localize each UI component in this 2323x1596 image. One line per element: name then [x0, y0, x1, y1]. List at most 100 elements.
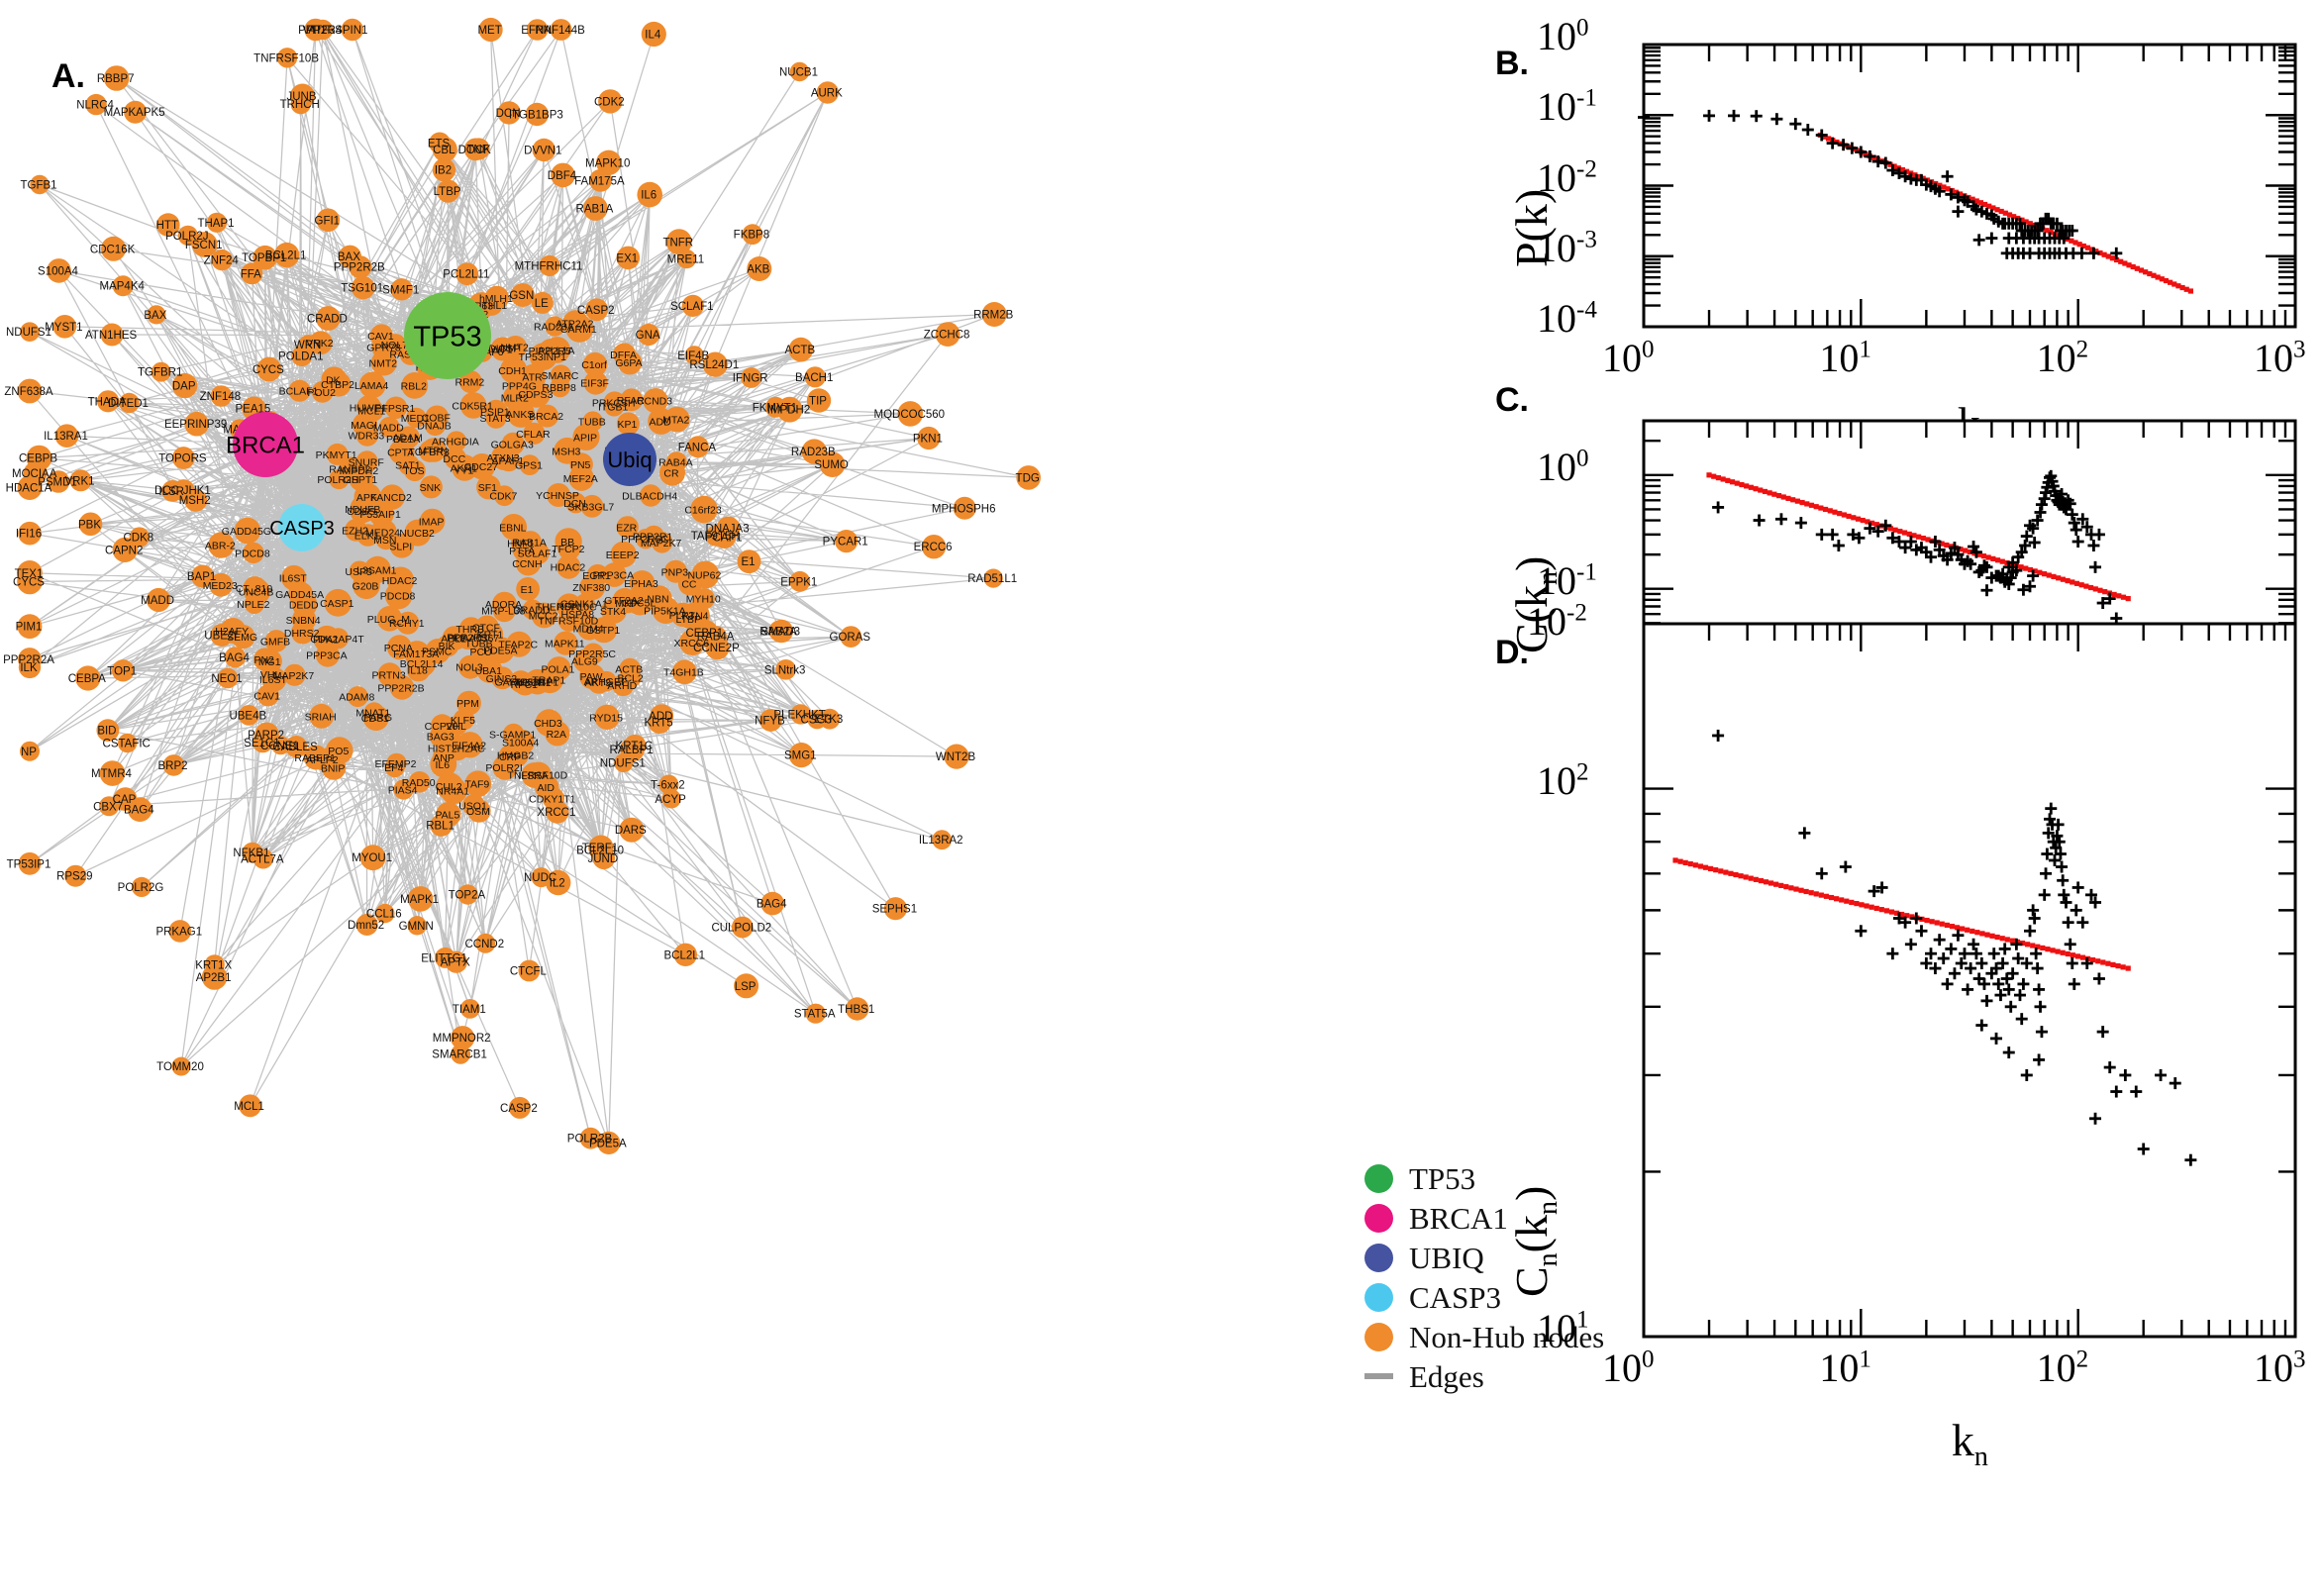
network-node[interactable]	[640, 484, 662, 507]
network-node[interactable]	[451, 1026, 475, 1050]
network-node[interactable]	[17, 560, 43, 586]
network-node[interactable]	[582, 351, 608, 377]
network-node[interactable]	[789, 570, 811, 592]
network-node[interactable]	[516, 577, 540, 601]
network-node[interactable]	[276, 48, 298, 68]
network-node[interactable]	[741, 367, 762, 388]
network-node[interactable]	[458, 654, 482, 679]
network-node[interactable]	[935, 322, 960, 347]
network-node[interactable]	[485, 407, 507, 429]
network-node[interactable]	[18, 521, 42, 546]
network-node[interactable]	[147, 305, 166, 325]
network-node[interactable]	[819, 451, 846, 478]
network-node[interactable]	[554, 437, 581, 464]
network-node[interactable]	[497, 449, 521, 472]
network-node[interactable]	[404, 641, 431, 667]
network-node[interactable]	[619, 817, 645, 843]
network-node[interactable]	[291, 346, 313, 366]
network-node[interactable]	[355, 424, 379, 447]
network-node[interactable]	[252, 245, 277, 270]
network-node[interactable]	[264, 630, 288, 652]
network-node[interactable]	[436, 772, 464, 800]
network-node[interactable]	[309, 703, 335, 729]
network-node[interactable]	[206, 212, 228, 233]
network-node[interactable]	[883, 897, 908, 921]
network-node[interactable]	[646, 585, 672, 612]
network-node[interactable]	[476, 474, 501, 500]
network-node[interactable]	[459, 392, 487, 419]
network-node[interactable]	[806, 388, 832, 413]
network-node[interactable]	[507, 400, 535, 428]
network-node[interactable]	[172, 372, 198, 399]
network-node[interactable]	[375, 903, 395, 924]
network-node[interactable]	[589, 168, 612, 192]
network-node[interactable]	[396, 611, 420, 635]
network-node[interactable]	[421, 438, 447, 462]
network-node[interactable]	[547, 483, 570, 507]
network-node[interactable]	[408, 771, 431, 793]
network-node[interactable]	[1016, 465, 1041, 490]
network-node[interactable]	[162, 754, 185, 776]
network-node[interactable]	[209, 572, 234, 597]
network-node[interactable]	[747, 256, 772, 281]
network-node[interactable]	[545, 316, 565, 337]
network-node[interactable]	[610, 541, 637, 568]
network-node[interactable]	[510, 283, 535, 307]
network-node[interactable]	[612, 673, 635, 697]
network-node[interactable]	[425, 415, 446, 437]
network-node[interactable]	[932, 830, 953, 850]
network-node[interactable]	[550, 19, 572, 41]
network-node[interactable]	[658, 774, 679, 795]
network-node[interactable]	[18, 648, 42, 671]
network-node[interactable]	[594, 704, 620, 730]
network-node[interactable]	[579, 1127, 602, 1149]
network-node[interactable]	[690, 495, 718, 524]
network-node[interactable]	[112, 537, 138, 563]
network-node[interactable]	[573, 648, 598, 673]
network-node[interactable]	[522, 379, 551, 408]
network-node[interactable]	[124, 100, 148, 124]
network-node[interactable]	[355, 914, 378, 936]
network-node[interactable]	[617, 350, 643, 375]
network-node[interactable]	[604, 396, 625, 417]
network-node[interactable]	[551, 162, 575, 188]
network-node[interactable]	[463, 138, 487, 161]
network-node[interactable]	[459, 999, 480, 1019]
network-node[interactable]	[273, 242, 300, 268]
network-node[interactable]	[156, 213, 180, 237]
network-node[interactable]	[840, 626, 862, 648]
network-node[interactable]	[377, 662, 402, 687]
network-node[interactable]	[737, 549, 761, 574]
network-node[interactable]	[20, 741, 40, 761]
network-node[interactable]	[478, 17, 503, 43]
network-node[interactable]	[598, 89, 623, 114]
network-node[interactable]	[131, 876, 152, 898]
network-node[interactable]	[211, 249, 233, 271]
network-node[interactable]	[456, 690, 481, 716]
network-node[interactable]	[172, 447, 195, 469]
network-node[interactable]	[217, 667, 239, 689]
network-node[interactable]	[546, 869, 571, 896]
network-node[interactable]	[129, 527, 150, 548]
network-node[interactable]	[100, 323, 124, 347]
network-node[interactable]	[509, 670, 533, 693]
network-node[interactable]	[99, 760, 126, 786]
network-node[interactable]	[54, 424, 79, 449]
network-node[interactable]	[358, 371, 386, 399]
network-node[interactable]	[497, 101, 521, 125]
network-node[interactable]	[292, 591, 318, 618]
network-node[interactable]	[379, 484, 405, 510]
network-node[interactable]	[521, 762, 548, 788]
network-node[interactable]	[384, 396, 408, 420]
network-node[interactable]	[585, 298, 609, 322]
network-node[interactable]	[327, 628, 350, 649]
network-node[interactable]	[184, 411, 209, 437]
network-node[interactable]	[588, 835, 614, 860]
network-node[interactable]	[370, 349, 397, 376]
network-node[interactable]	[271, 736, 290, 755]
network-node[interactable]	[69, 469, 92, 492]
network-node[interactable]	[464, 770, 492, 797]
network-node[interactable]	[616, 516, 639, 539]
network-node[interactable]	[705, 525, 727, 547]
network-node[interactable]	[702, 351, 728, 377]
